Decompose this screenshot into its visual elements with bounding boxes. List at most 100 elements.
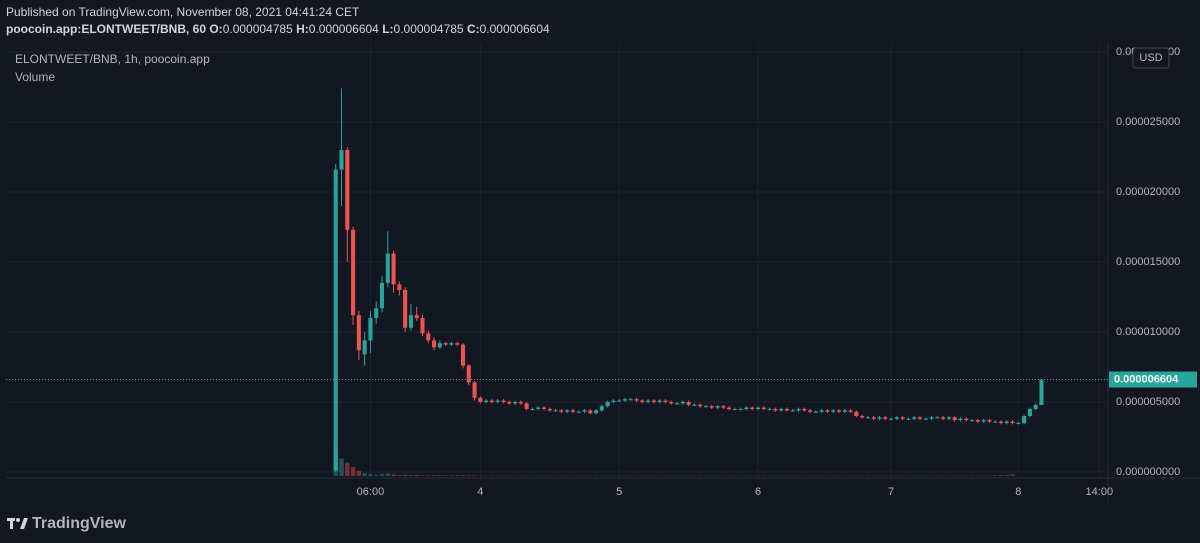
candle-body bbox=[686, 401, 691, 405]
volume-bar bbox=[460, 475, 466, 476]
candle-body bbox=[622, 399, 627, 401]
x-tick-label: 5 bbox=[616, 486, 622, 498]
candle-body bbox=[541, 407, 547, 409]
candle-body bbox=[426, 333, 431, 341]
candle-body bbox=[524, 403, 529, 409]
y-tick-label: 0.000000000 bbox=[1116, 466, 1180, 478]
volume-bar bbox=[408, 475, 414, 476]
candle-body bbox=[403, 289, 408, 328]
x-tick-label: 6 bbox=[755, 486, 761, 498]
volume-bar bbox=[356, 470, 362, 476]
candle-body bbox=[923, 418, 928, 420]
y-tick-label: 0.000020000 bbox=[1116, 186, 1180, 198]
volume-bar bbox=[449, 475, 454, 476]
volume-bar bbox=[350, 467, 356, 476]
candle-body bbox=[779, 408, 784, 411]
candle-body bbox=[333, 169, 338, 471]
volume-bar bbox=[414, 475, 419, 476]
candle-body bbox=[889, 418, 894, 420]
candle-body bbox=[819, 410, 824, 412]
candle-body bbox=[489, 400, 494, 402]
volume-bar bbox=[443, 475, 448, 476]
candle-body bbox=[1027, 408, 1032, 416]
ohlc-value: 0.000004785 bbox=[222, 22, 293, 36]
ohlc-prefix: O: bbox=[209, 22, 223, 36]
candle-body bbox=[565, 410, 570, 412]
candle-body bbox=[518, 401, 523, 404]
pane bbox=[6, 44, 1108, 478]
candle-body bbox=[640, 400, 645, 402]
candle-body bbox=[836, 410, 842, 412]
volume-bar bbox=[379, 474, 385, 476]
y-tick-label: 0.000005000 bbox=[1116, 396, 1180, 408]
candle-body bbox=[478, 397, 483, 402]
volume-bar bbox=[397, 475, 402, 476]
candle-body bbox=[952, 417, 957, 421]
candle-body bbox=[813, 411, 818, 413]
candle-body bbox=[553, 410, 558, 412]
candle-body bbox=[594, 410, 599, 414]
candle-body bbox=[1022, 415, 1027, 423]
candle-body bbox=[432, 340, 437, 348]
candle-body bbox=[356, 315, 361, 351]
candle-body bbox=[802, 408, 807, 411]
candle-body bbox=[657, 400, 662, 402]
candle-body bbox=[912, 417, 917, 419]
ohlc-value: 0.000006604 bbox=[308, 22, 379, 36]
volume-bar bbox=[1004, 475, 1009, 476]
candle-body bbox=[871, 417, 876, 419]
candle-body bbox=[692, 404, 697, 406]
volume-bar bbox=[402, 474, 408, 476]
candle-body bbox=[530, 408, 535, 410]
candle-body bbox=[570, 410, 575, 412]
candle-body bbox=[698, 404, 703, 407]
ohlc-value: 0.000006604 bbox=[479, 22, 550, 36]
candle-body bbox=[1033, 404, 1038, 409]
x-tick-label: 06:00 bbox=[357, 486, 385, 498]
candle-body bbox=[513, 401, 518, 404]
currency-label[interactable]: USD bbox=[1139, 52, 1162, 64]
volume-bar bbox=[1010, 474, 1015, 476]
candle-body bbox=[408, 315, 413, 328]
candle-body bbox=[437, 343, 442, 348]
candle-body bbox=[559, 410, 564, 412]
volume-bar bbox=[391, 474, 396, 476]
candle-body bbox=[906, 418, 911, 420]
y-tick-label: 0.000015000 bbox=[1116, 256, 1180, 268]
legend-volume: Volume bbox=[15, 70, 55, 84]
candle-body bbox=[941, 417, 946, 419]
candle-body bbox=[854, 411, 859, 416]
x-tick-label: 4 bbox=[477, 486, 483, 498]
volume-bar bbox=[374, 474, 379, 476]
candle-body bbox=[628, 399, 633, 401]
candle-body bbox=[894, 417, 899, 419]
currency-button[interactable] bbox=[1132, 47, 1170, 69]
candle-body bbox=[958, 418, 963, 421]
candle-body bbox=[987, 420, 992, 422]
candle-body bbox=[374, 308, 379, 318]
last-price-label: 0.000006604 bbox=[1114, 373, 1179, 385]
candle-body bbox=[634, 399, 639, 401]
x-tick-label: 7 bbox=[888, 486, 894, 498]
candle-body bbox=[547, 408, 552, 411]
candle-body bbox=[877, 417, 882, 419]
candle-body bbox=[507, 401, 512, 404]
logo bbox=[7, 518, 28, 529]
candle-body bbox=[831, 410, 836, 412]
candle-body bbox=[675, 403, 680, 405]
volume-bar bbox=[431, 475, 437, 476]
candle-body bbox=[883, 417, 888, 419]
candle-body bbox=[368, 317, 373, 341]
candle-body bbox=[391, 253, 396, 285]
candle-body bbox=[848, 410, 853, 412]
candle-body bbox=[993, 421, 998, 423]
candle-body bbox=[842, 410, 847, 412]
candle-body bbox=[385, 253, 390, 283]
candle-body bbox=[460, 344, 466, 366]
candle-body bbox=[362, 340, 367, 355]
candle-body bbox=[576, 411, 581, 413]
candle-body bbox=[744, 407, 749, 409]
ohlc-prefix: L: bbox=[382, 22, 394, 36]
